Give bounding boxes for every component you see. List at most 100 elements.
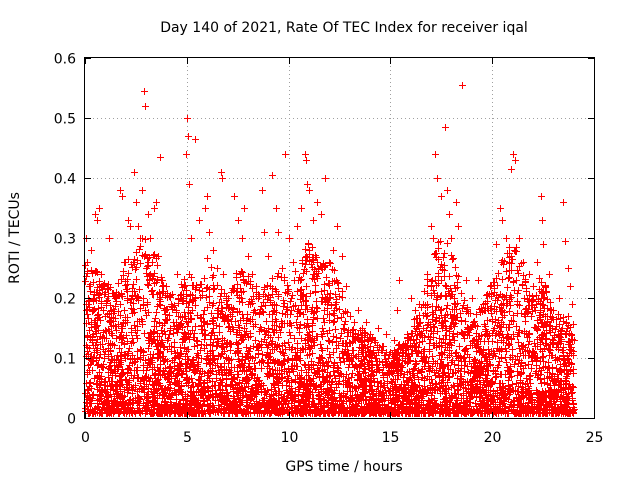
data-point [94,217,101,224]
data-point [142,103,149,110]
data-point [88,247,95,254]
data-point [235,217,242,224]
y-tick-label: 0.5 [54,112,76,128]
data-point [183,151,190,158]
data-point [303,157,310,164]
data-point [343,283,350,290]
data-point [546,271,553,278]
data-point [255,295,262,302]
data-point [113,289,120,296]
data-point [125,217,132,224]
x-tick-label: 5 [183,430,192,446]
data-point [220,271,227,278]
data-point [249,271,256,278]
data-point [538,193,545,200]
x-tick-label: 15 [382,430,400,446]
data-point [145,211,152,218]
data-point [371,337,378,344]
data-point [137,235,144,242]
data-point [174,271,181,278]
data-point [400,343,407,350]
data-point [273,205,280,212]
data-point [180,295,187,302]
data-point [192,136,199,143]
data-point [530,283,537,290]
data-point [241,205,248,212]
data-point [567,283,574,290]
data-point [565,265,572,272]
data-point [497,205,504,212]
data-point [556,295,563,302]
data-point [314,199,321,206]
data-point [214,265,221,272]
data-point [231,193,238,200]
data-point [163,283,170,290]
data-point [121,259,128,266]
y-tick-label: 0.3 [54,232,76,248]
data-point [387,349,394,356]
data-point [560,199,567,206]
data-point [269,172,276,179]
data-point [306,187,313,194]
data-point [540,241,547,248]
data-point [188,235,195,242]
data-point [367,331,374,338]
data-point [416,301,423,308]
data-point [98,271,105,278]
data-point [133,199,140,206]
data-point [96,205,103,212]
data-point [455,223,462,230]
data-point [119,193,126,200]
data-point [428,223,435,230]
data-point-cloud [82,235,578,417]
x-tick-label: 0 [81,430,90,446]
data-point [550,307,557,314]
y-tick-label: 0.6 [54,52,76,68]
data-point [304,181,311,188]
data-point [499,217,506,224]
data-point [225,295,232,302]
data-point [487,283,494,290]
y-axis-label: ROTI / TECUs [7,192,23,284]
data-point [168,301,175,308]
data-point [275,229,282,236]
y-tick-label: 0.2 [54,292,76,308]
data-point [520,259,527,266]
data-point [510,151,517,158]
data-point [459,82,466,89]
y-tick-label: 0 [67,412,76,428]
data-point [186,181,193,188]
y-tick-label: 0.1 [54,352,76,368]
data-point [493,241,500,248]
data-point [318,211,325,218]
data-point [279,265,286,272]
data-point [282,151,289,158]
data-point [463,277,470,284]
data-point [127,223,134,230]
data-point [157,154,164,161]
data-points [82,82,578,417]
data-point [302,151,309,158]
data-point [202,205,209,212]
data-point [534,259,541,266]
x-axis-label: GPS time / hours [285,459,402,475]
data-point [219,175,226,182]
data-point [185,133,192,140]
data-point [239,235,246,242]
data-point [286,235,293,242]
data-point [310,217,317,224]
data-point [141,88,148,95]
data-point [100,307,107,314]
data-point [290,259,297,266]
data-point [253,283,260,290]
data-point [334,223,341,230]
data-point [355,307,362,314]
data-point [448,235,455,242]
data-point [351,319,358,326]
data-point [210,247,217,254]
data-point [92,211,99,218]
data-point [438,193,445,200]
data-point [383,331,390,338]
data-point [391,337,398,344]
